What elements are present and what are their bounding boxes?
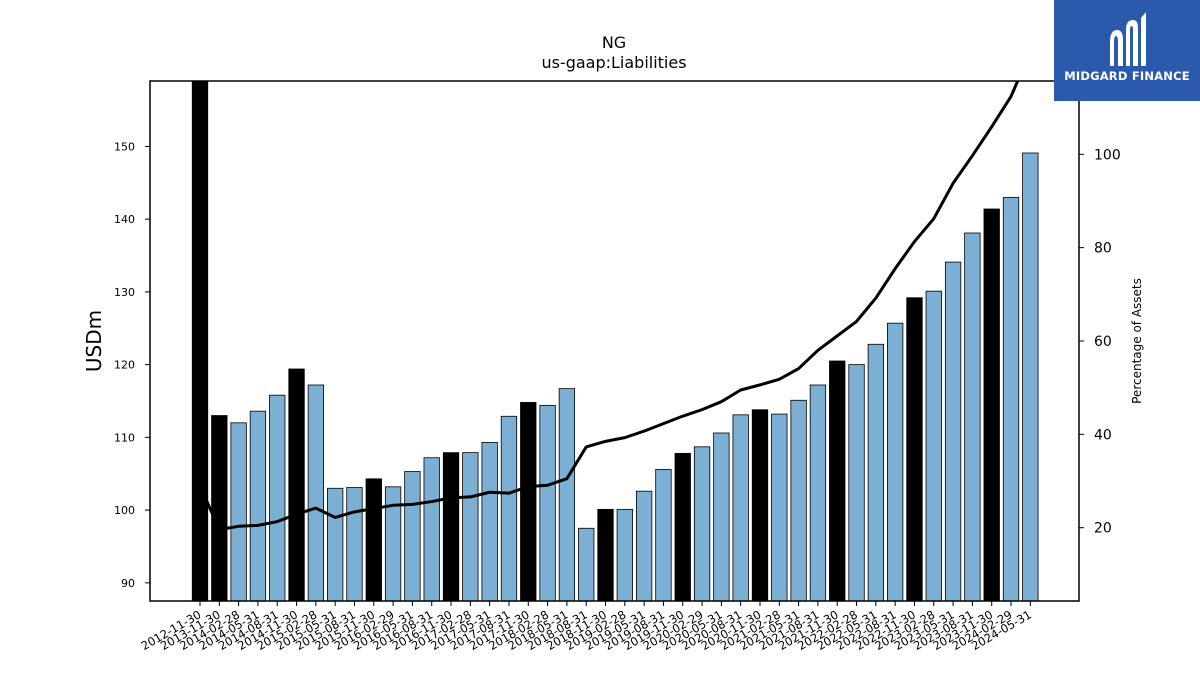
y-tick-label: 150 — [114, 140, 135, 153]
brand-logo: MIDGARD FINANCE — [1054, 0, 1200, 101]
bar — [635, 490, 653, 601]
y-tick-label: 100 — [114, 504, 135, 517]
bar — [944, 261, 962, 601]
bar — [693, 446, 711, 601]
bar — [887, 322, 904, 601]
bar — [867, 343, 884, 601]
bar — [365, 478, 382, 601]
bar — [751, 409, 769, 601]
bar — [481, 442, 498, 601]
bar — [539, 404, 556, 601]
bar — [964, 232, 981, 601]
bar — [655, 468, 672, 601]
y-tick-label: 130 — [114, 286, 135, 299]
y-tick-label: 90 — [121, 577, 135, 590]
bar — [578, 527, 595, 601]
bar — [713, 432, 730, 601]
y2-axis: 20 40 60 80 100 — [1079, 147, 1121, 537]
bar — [423, 457, 440, 601]
bar — [500, 415, 518, 601]
bar-series — [191, 81, 1039, 601]
bar — [674, 452, 691, 601]
bar — [520, 402, 537, 601]
y2-tick-label: 100 — [1094, 147, 1121, 163]
y-axis: 90 100 110 120 130 140 150 — [114, 140, 150, 590]
bar — [925, 290, 942, 601]
x-axis: 2012-11-302013-11-302014-02-282014-05-31… — [139, 601, 1034, 653]
y-axis-label: USDm — [82, 310, 106, 372]
bar — [442, 452, 460, 601]
bar — [906, 297, 923, 601]
bar — [462, 452, 479, 601]
bar — [307, 384, 325, 601]
percentage-line-series — [198, 81, 1020, 532]
bar — [346, 487, 363, 601]
bar — [732, 414, 749, 601]
y2-tick-label: 40 — [1094, 427, 1112, 443]
bar — [771, 413, 788, 601]
bar — [288, 368, 305, 601]
bar — [616, 508, 633, 601]
bar — [269, 394, 286, 601]
bar — [384, 486, 402, 601]
y2-axis-label: Percentage of Assets — [1130, 278, 1144, 404]
bar — [1002, 196, 1020, 601]
chart-title: NG — [602, 33, 626, 52]
bar — [327, 487, 344, 601]
bar — [597, 508, 614, 601]
brand-name: MIDGARD FINANCE — [1064, 69, 1190, 83]
bar — [249, 410, 267, 601]
bar — [211, 415, 228, 601]
percentage-line — [198, 81, 1020, 532]
midgard-m-logo-icon — [1110, 12, 1146, 66]
bar — [558, 388, 576, 601]
y-tick-label: 140 — [114, 213, 135, 226]
bar — [191, 81, 209, 601]
y-tick-label: 110 — [114, 431, 135, 444]
bar — [809, 384, 827, 601]
y2-tick-label: 80 — [1094, 241, 1112, 257]
bar — [790, 399, 807, 601]
y-tick-label: 120 — [114, 359, 135, 372]
y2-tick-label: 20 — [1094, 521, 1112, 537]
bar — [983, 208, 1000, 601]
bar — [848, 364, 865, 601]
bar — [230, 422, 247, 601]
y2-tick-label: 60 — [1094, 334, 1112, 350]
bar — [829, 360, 846, 601]
chart-subtitle: us-gaap:Liabilities — [541, 53, 686, 72]
bar — [1022, 152, 1039, 601]
bar — [404, 471, 421, 601]
